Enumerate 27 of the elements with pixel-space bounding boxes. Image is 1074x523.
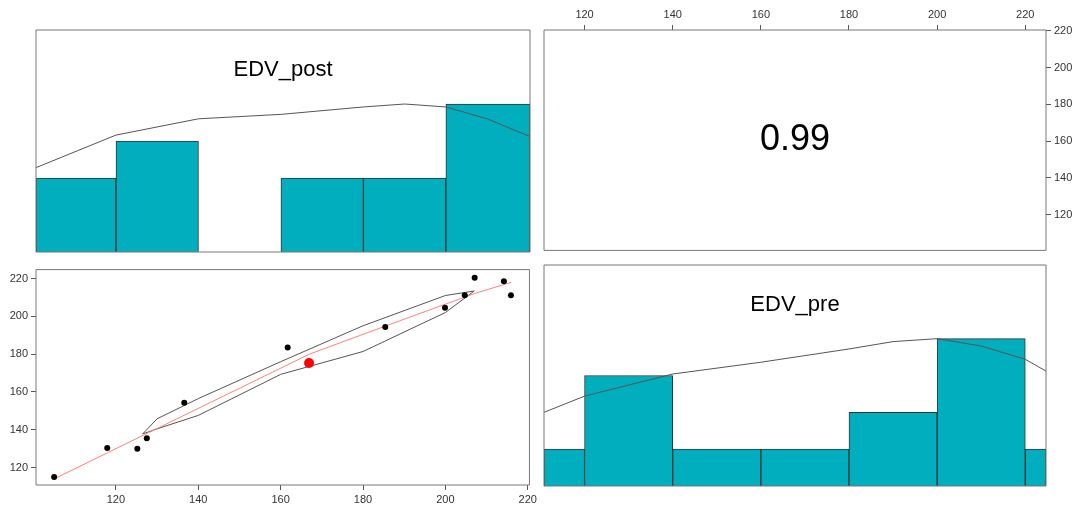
- y-tick-label: 140: [1054, 170, 1073, 183]
- y-tick-label: 200: [1054, 60, 1073, 73]
- x-tick-label: 220: [1016, 8, 1035, 21]
- y-tick-label: 220: [1054, 23, 1073, 36]
- y-tick-label: 120: [1054, 207, 1073, 220]
- x-tick-label: 140: [663, 8, 682, 21]
- y-tick-label: 220: [9, 271, 28, 284]
- y-tick-label: 180: [1054, 97, 1073, 110]
- y-tick-label: 200: [9, 309, 28, 322]
- y-tick-label: 160: [1054, 134, 1073, 147]
- x-tick-label: 160: [751, 8, 771, 21]
- x-tick-label: 140: [189, 492, 208, 505]
- x-tick-label: 160: [271, 492, 290, 505]
- annotation: 0.99: [759, 117, 831, 159]
- y-tick-label: 140: [9, 422, 28, 435]
- chart-title: EDV_post: [233, 56, 333, 82]
- x-tick-label: 180: [353, 492, 373, 505]
- x-tick-label: 200: [927, 8, 947, 21]
- y-tick-label: 120: [9, 460, 28, 473]
- x-tick-label: 120: [106, 492, 126, 505]
- chart-title: EDV_pre: [750, 291, 840, 317]
- x-tick-label: 120: [575, 8, 594, 21]
- x-tick-label: 220: [518, 492, 537, 505]
- x-tick-label: 180: [839, 8, 859, 21]
- x-tick-label: 200: [436, 492, 455, 505]
- y-tick-label: 180: [9, 347, 28, 360]
- y-tick-label: 160: [9, 384, 28, 397]
